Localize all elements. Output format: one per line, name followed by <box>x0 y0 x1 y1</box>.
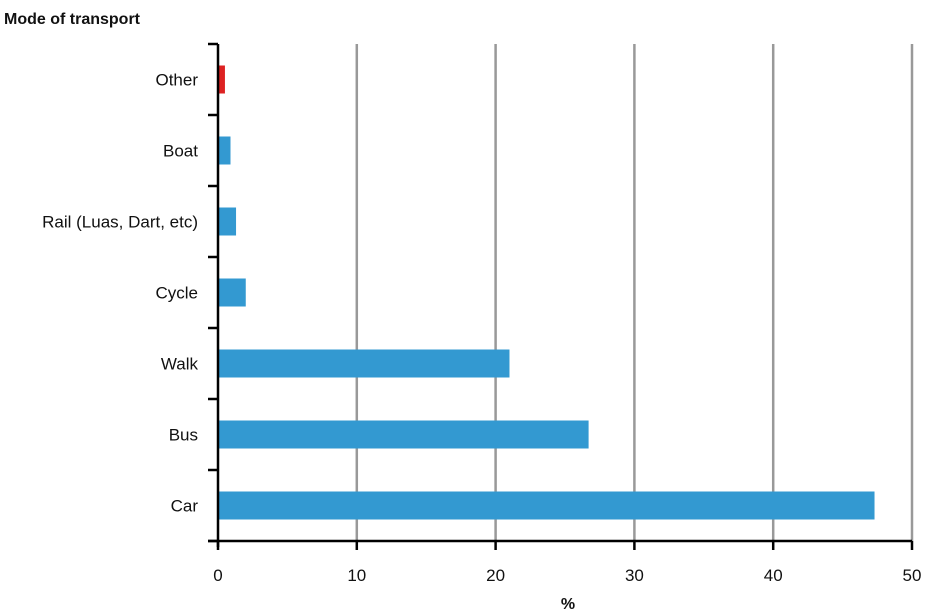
bar-walk <box>218 349 510 378</box>
x-tick-label: 50 <box>903 566 922 585</box>
y-tick-label: Rail (Luas, Dart, etc) <box>42 213 198 232</box>
y-axis-title: Mode of transport <box>4 11 141 28</box>
x-tick-label: 20 <box>486 566 505 585</box>
bars <box>218 65 875 520</box>
x-tick-label: 40 <box>764 566 783 585</box>
bar-rail-luas-dart-etc <box>218 207 237 236</box>
x-tick-label: 30 <box>625 566 644 585</box>
bar-other <box>218 65 225 94</box>
bar-car <box>218 491 875 520</box>
bar-cycle <box>218 278 246 307</box>
bar-bus <box>218 420 589 449</box>
x-tick-label: 10 <box>347 566 366 585</box>
y-tick-label: Other <box>155 71 198 90</box>
tick-labels: Car Bus Walk Cycle Rail (Luas, Dart, etc) Boa… <box>42 71 921 586</box>
y-tick-label: Boat <box>163 142 198 161</box>
y-tick-label: Car <box>171 497 199 516</box>
axes <box>208 42 914 550</box>
y-tick-label: Cycle <box>155 284 198 303</box>
x-axis-title: % <box>561 596 575 611</box>
x-tick-label: 0 <box>213 566 222 585</box>
y-tick-label: Bus <box>169 426 198 445</box>
gridlines <box>355 44 914 541</box>
bar-boat <box>218 136 231 165</box>
y-tick-label: Walk <box>161 355 199 374</box>
